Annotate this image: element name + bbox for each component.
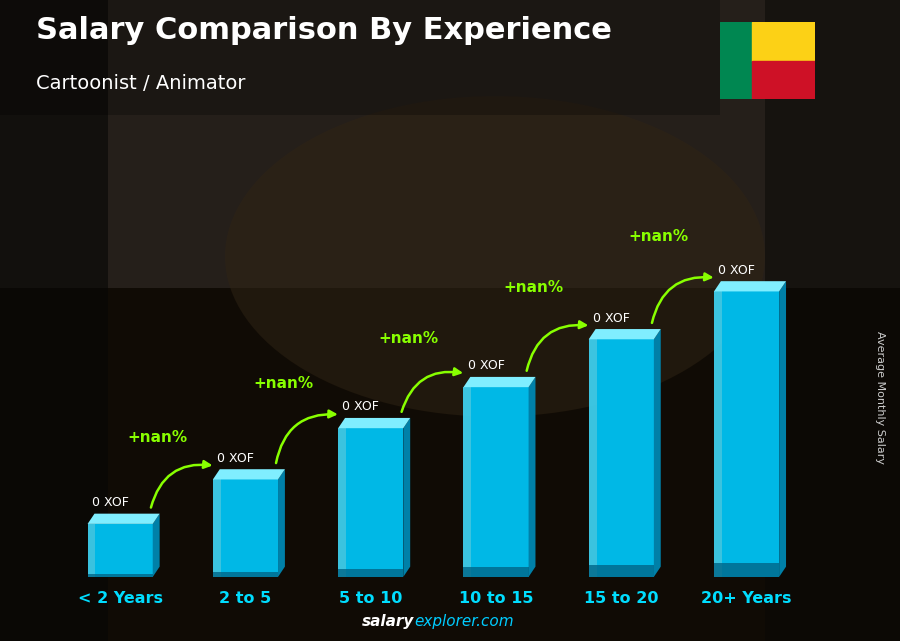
Bar xyxy=(752,61,814,99)
Text: +nan%: +nan% xyxy=(253,376,313,390)
Polygon shape xyxy=(714,281,786,292)
Text: +nan%: +nan% xyxy=(503,280,563,295)
Polygon shape xyxy=(346,428,403,577)
Ellipse shape xyxy=(225,96,765,417)
Text: 0 XOF: 0 XOF xyxy=(342,401,379,413)
Bar xyxy=(0,0,900,288)
Bar xyxy=(765,0,900,641)
Text: 0 XOF: 0 XOF xyxy=(718,263,755,277)
Polygon shape xyxy=(338,569,403,577)
Polygon shape xyxy=(472,387,528,577)
Bar xyxy=(0,0,108,641)
Text: 0 XOF: 0 XOF xyxy=(467,360,504,372)
Polygon shape xyxy=(654,329,661,577)
Text: Average Monthly Salary: Average Monthly Salary xyxy=(875,331,886,464)
Polygon shape xyxy=(87,574,153,577)
Polygon shape xyxy=(87,524,95,577)
Polygon shape xyxy=(589,565,654,577)
Text: salary: salary xyxy=(362,615,414,629)
Polygon shape xyxy=(220,479,278,577)
Polygon shape xyxy=(714,563,779,577)
Polygon shape xyxy=(464,567,528,577)
Polygon shape xyxy=(779,281,786,577)
Polygon shape xyxy=(95,524,153,577)
Text: 0 XOF: 0 XOF xyxy=(217,452,254,465)
Bar xyxy=(0,288,900,641)
Bar xyxy=(720,22,751,99)
Polygon shape xyxy=(213,479,220,577)
Polygon shape xyxy=(338,418,410,428)
Polygon shape xyxy=(278,469,285,577)
Polygon shape xyxy=(87,513,159,524)
Polygon shape xyxy=(589,339,597,577)
Polygon shape xyxy=(464,377,536,387)
Text: Salary Comparison By Experience: Salary Comparison By Experience xyxy=(36,16,612,45)
Polygon shape xyxy=(722,292,779,577)
Text: 0 XOF: 0 XOF xyxy=(92,496,129,509)
Text: explorer.com: explorer.com xyxy=(414,615,514,629)
Polygon shape xyxy=(338,428,346,577)
Text: +nan%: +nan% xyxy=(629,229,688,244)
Text: +nan%: +nan% xyxy=(378,331,438,346)
Bar xyxy=(0,0,720,115)
Polygon shape xyxy=(213,469,285,479)
Polygon shape xyxy=(153,513,159,577)
Text: Cartoonist / Animator: Cartoonist / Animator xyxy=(36,74,246,93)
Polygon shape xyxy=(213,572,278,577)
Polygon shape xyxy=(528,377,536,577)
Polygon shape xyxy=(597,339,654,577)
Polygon shape xyxy=(403,418,410,577)
Text: +nan%: +nan% xyxy=(128,430,188,445)
Polygon shape xyxy=(589,329,661,339)
Polygon shape xyxy=(464,387,472,577)
Text: 0 XOF: 0 XOF xyxy=(593,312,630,324)
Bar xyxy=(752,22,814,61)
Polygon shape xyxy=(714,292,722,577)
